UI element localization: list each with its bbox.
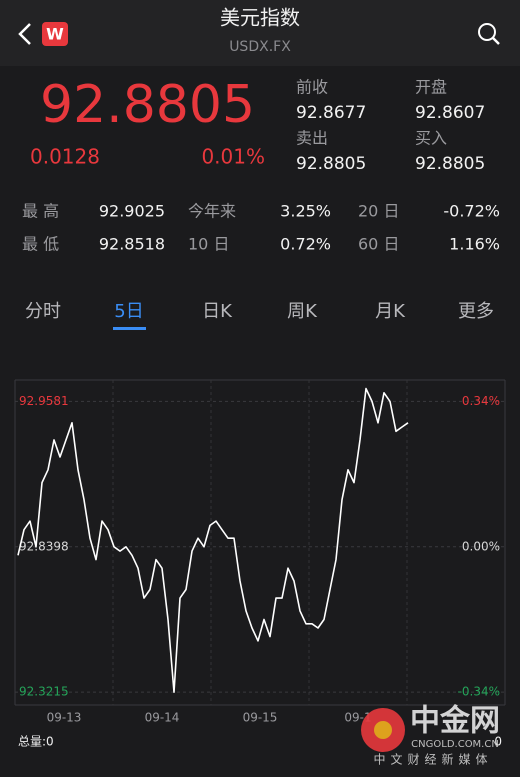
search-icon <box>478 23 496 41</box>
price-label: 92.3215 <box>19 685 69 699</box>
detail-value: 92.8805 <box>415 154 485 174</box>
volume-max: 0 <box>494 735 502 749</box>
stat-label: 20 日 <box>358 202 399 221</box>
logo-text: W <box>46 25 64 44</box>
price-label: 92.9581 <box>19 394 69 408</box>
title: 美元指数 <box>220 6 300 30</box>
change-pct: 0.01% <box>201 145 265 169</box>
stat-value: 92.8518 <box>99 235 165 254</box>
stat-value: 3.25% <box>280 202 331 221</box>
y-tick-label: 0.34% <box>462 394 500 408</box>
detail-value: 92.8607 <box>415 103 485 123</box>
tab[interactable]: 分时 <box>25 301 61 322</box>
detail-label: 前收 <box>296 78 328 97</box>
detail-value: 92.8805 <box>296 154 366 174</box>
price: 92.8805 <box>40 75 255 135</box>
search-icon <box>492 37 500 45</box>
price-label: 92.8398 <box>19 539 69 553</box>
y-tick-label: -0.34% <box>458 685 500 699</box>
stat-value: 0.72% <box>280 235 331 254</box>
tab[interactable]: 更多 <box>458 301 494 322</box>
x-tick-label: 09-14 <box>145 711 180 725</box>
stat-label: 60 日 <box>358 235 399 254</box>
detail-value: 92.8677 <box>296 103 366 123</box>
watermark: 中金网 CNGOLD.COM.CN 中文财经新媒体 <box>361 704 500 767</box>
logo <box>42 22 68 46</box>
stat-label: 今年来 <box>188 202 236 221</box>
detail-label: 买入 <box>415 129 447 148</box>
tab[interactable]: 日K <box>202 301 233 322</box>
watermark-name: 中金网 <box>410 704 500 739</box>
detail-label: 卖出 <box>296 129 328 148</box>
x-tick-label: 09-13 <box>47 711 82 725</box>
tab[interactable]: 周K <box>287 301 318 322</box>
price-line <box>17 387 409 694</box>
header-bar <box>0 0 520 66</box>
stat-label: 10 日 <box>188 235 229 254</box>
back-button[interactable] <box>18 23 31 45</box>
search-button[interactable] <box>478 23 500 45</box>
watermark-logo <box>374 721 392 739</box>
tab[interactable]: 5日 <box>114 301 143 322</box>
watermark-site: CNGOLD.COM.CN <box>411 739 499 750</box>
tab[interactable]: 月K <box>375 301 406 322</box>
stat-label: 最 高 <box>22 202 59 221</box>
stat-label: 最 低 <box>22 235 59 254</box>
watermark-slogan: 中文财经新媒体 <box>373 752 492 767</box>
stat-value: 92.9025 <box>99 202 165 221</box>
subtitle: USDX.FX <box>229 39 291 55</box>
change: 0.0128 <box>30 145 100 169</box>
detail-label: 开盘 <box>415 78 447 97</box>
x-tick-label: 09-15 <box>243 711 278 725</box>
y-tick-label: 0.00% <box>462 539 500 553</box>
tab-indicator <box>113 327 146 330</box>
volume-label: 总量:0 <box>18 735 54 749</box>
stat-value: 1.16% <box>449 235 500 254</box>
stat-value: -0.72% <box>443 202 500 221</box>
